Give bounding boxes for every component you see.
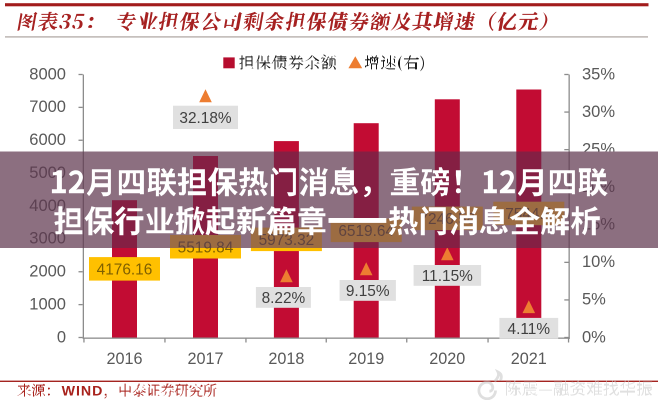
- svg-text:1000: 1000: [29, 295, 66, 313]
- svg-text:0: 0: [57, 328, 66, 346]
- svg-text:WIND: WIND: [62, 384, 104, 400]
- svg-text:9.15%: 9.15%: [346, 283, 390, 300]
- svg-text:7246.58: 7246.58: [419, 211, 475, 228]
- svg-text:2020: 2020: [429, 350, 465, 368]
- svg-text:5%: 5%: [582, 291, 606, 309]
- svg-text:6519.64: 6519.64: [338, 223, 394, 240]
- svg-text:5000: 5000: [29, 164, 66, 182]
- svg-text:10%: 10%: [582, 253, 615, 271]
- svg-text:6000: 6000: [29, 131, 66, 149]
- svg-text:32.18%: 32.18%: [179, 110, 232, 127]
- svg-text:5519.84: 5519.84: [178, 240, 234, 257]
- svg-text:2021: 2021: [511, 350, 547, 368]
- svg-text:2019: 2019: [348, 350, 384, 368]
- svg-text:2018: 2018: [268, 350, 304, 368]
- svg-text:7000: 7000: [29, 98, 66, 116]
- svg-text:2016: 2016: [106, 350, 142, 368]
- svg-text:2000: 2000: [29, 263, 66, 281]
- svg-text:11.15%: 11.15%: [422, 268, 473, 285]
- svg-text:8000: 8000: [29, 65, 66, 83]
- svg-text:5973.32: 5973.32: [259, 232, 315, 249]
- svg-text:4000: 4000: [29, 197, 66, 215]
- svg-text:4.11%: 4.11%: [508, 321, 551, 338]
- svg-text:8.22%: 8.22%: [262, 290, 306, 307]
- svg-text:30%: 30%: [582, 103, 615, 121]
- svg-text:4176.16: 4176.16: [97, 262, 153, 279]
- svg-text:0%: 0%: [582, 328, 606, 346]
- svg-text:2017: 2017: [187, 350, 223, 368]
- svg-text:35%: 35%: [582, 65, 615, 83]
